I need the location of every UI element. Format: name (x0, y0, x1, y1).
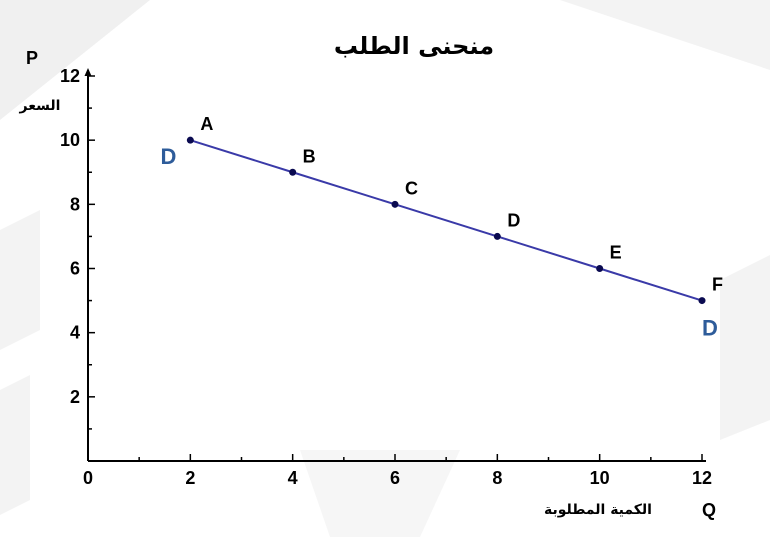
y-tick-label: 10 (60, 130, 80, 150)
data-point (493, 232, 501, 240)
y-axis-label: السعر (19, 98, 61, 114)
point-label: D (507, 210, 520, 230)
x-tick-label: 8 (492, 468, 502, 488)
x-axis-symbol: Q (702, 500, 716, 520)
x-axis-label: الكمية المطلوبة (544, 502, 652, 518)
decor-shape (720, 255, 770, 440)
x-tick-label: 10 (590, 468, 610, 488)
y-axis-arrow (84, 68, 92, 76)
y-tick-label: 4 (70, 323, 80, 343)
x-tick-label: 4 (288, 468, 298, 488)
point-label: C (405, 178, 418, 198)
x-axis-ticks: 0 2 4 6 8 10 12 (83, 454, 712, 488)
decor-shape (300, 450, 460, 537)
data-point (596, 265, 604, 272)
x-tick-label: 12 (692, 468, 712, 488)
data-point (391, 200, 399, 208)
point-label: E (610, 243, 622, 263)
decor-shape (0, 375, 30, 515)
y-axis-symbol: P (26, 48, 38, 68)
y-tick-label: 6 (70, 259, 80, 279)
decor-shape (560, 0, 770, 70)
data-point (698, 297, 706, 305)
x-tick-label: 2 (185, 468, 195, 488)
chart-title: منحنى الطلب (334, 32, 494, 60)
series-demand: A B C D E F (186, 114, 723, 305)
decor-shape (0, 210, 40, 350)
data-point (289, 168, 297, 176)
x-tick-label: 0 (83, 468, 93, 488)
point-label: A (200, 114, 213, 134)
y-tick-label: 12 (60, 66, 80, 86)
curve-label-start: D (160, 144, 176, 169)
y-tick-label: 8 (70, 194, 80, 214)
demand-line (190, 139, 703, 302)
axes (84, 68, 706, 462)
y-tick-label: 2 (70, 387, 80, 407)
curve-label-end: D (702, 316, 718, 341)
decor-shape (0, 0, 150, 120)
point-label: F (712, 275, 723, 295)
point-label: B (303, 146, 316, 166)
data-point (186, 136, 194, 144)
curve-labels: DD (160, 144, 717, 340)
x-tick-label: 6 (390, 468, 400, 488)
y-axis-ticks: 2 4 6 8 10 12 (60, 66, 95, 430)
